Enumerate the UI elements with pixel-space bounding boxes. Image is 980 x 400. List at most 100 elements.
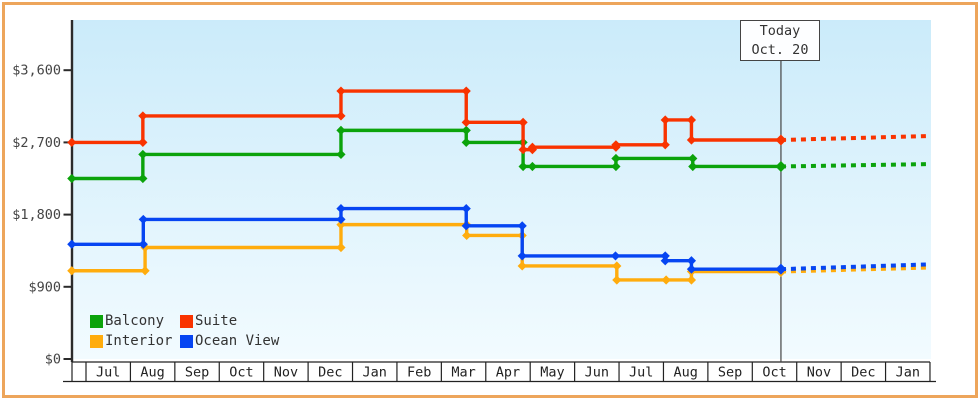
y-tick-label: $1,800: [12, 207, 61, 223]
month-label: May: [540, 365, 564, 381]
legend-item-interior: Interior: [90, 333, 180, 349]
data-point-suite: [611, 140, 621, 150]
interior-swatch-icon: [90, 334, 103, 348]
plot-background: [72, 20, 931, 359]
month-label: Jul: [629, 365, 653, 381]
today-point-balcony: [775, 160, 787, 172]
data-point-balcony: [527, 161, 538, 172]
data-point-suite: [527, 142, 538, 152]
legend-row: Interior Ocean View: [90, 331, 279, 351]
month-label: Aug: [673, 365, 697, 381]
data-point-suite: [336, 86, 346, 96]
month-label: Jul: [96, 365, 120, 381]
data-point-suite: [336, 111, 346, 121]
data-point-balcony: [67, 173, 77, 184]
today-point-ocean-view: [775, 263, 787, 275]
data-point-ocean-view: [517, 221, 527, 231]
month-label: Mar: [451, 365, 475, 381]
data-point-ocean-view: [660, 251, 670, 261]
data-point-suite: [67, 137, 77, 147]
month-label: Dec: [851, 365, 875, 381]
data-point-ocean-view: [610, 251, 621, 261]
data-point-suite: [660, 115, 670, 125]
data-point-interior: [612, 261, 622, 271]
data-point-ocean-view: [67, 239, 77, 249]
month-label: Jan: [896, 365, 920, 381]
data-point-interior: [140, 266, 150, 276]
data-point-balcony: [611, 153, 621, 164]
legend-label: Suite: [195, 313, 238, 329]
month-label: Sep: [718, 365, 742, 381]
today-date: Oct. 20: [751, 42, 809, 58]
month-label: Oct: [229, 365, 253, 381]
month-label: Feb: [407, 365, 431, 381]
data-point-balcony: [518, 161, 528, 172]
data-point-ocean-view: [660, 256, 670, 266]
legend-label: Balcony: [105, 313, 165, 329]
month-label: Dec: [318, 365, 342, 381]
series-projection-interior: [780, 265, 931, 274]
data-point-balcony: [336, 125, 346, 135]
data-point-interior: [336, 242, 346, 253]
y-tick-label: $3,600: [12, 63, 61, 79]
data-point-balcony: [461, 125, 471, 135]
y-tick-label: $900: [28, 279, 61, 295]
data-point-balcony: [138, 149, 148, 160]
data-point-ocean-view: [461, 221, 471, 231]
month-label: Oct: [762, 365, 786, 381]
data-point-ocean-view: [686, 264, 697, 274]
today-marker-box: Today Oct. 20: [740, 20, 820, 61]
legend: Balcony Suite Interior Ocean View: [90, 311, 279, 351]
legend-item-suite: Suite: [180, 313, 237, 329]
series-projection-suite: [780, 133, 931, 142]
data-point-suite: [138, 137, 148, 147]
data-point-ocean-view: [517, 251, 527, 261]
y-tick-label: $0: [45, 352, 61, 368]
data-point-interior: [462, 230, 472, 241]
suite-swatch-icon: [180, 314, 193, 328]
data-point-ocean-view: [138, 239, 148, 249]
data-point-interior: [67, 266, 77, 276]
data-point-interior: [517, 261, 527, 271]
legend-label: Interior: [105, 333, 173, 349]
ocean-view-swatch-icon: [180, 334, 193, 348]
data-point-suite: [138, 111, 148, 121]
data-point-suite: [686, 115, 697, 125]
legend-label: Ocean View: [195, 333, 280, 349]
data-point-balcony: [336, 149, 346, 160]
legend-item-ocean-view: Ocean View: [180, 333, 279, 349]
month-label: Apr: [496, 365, 520, 381]
month-label: Aug: [140, 365, 164, 381]
data-point-balcony: [611, 161, 621, 172]
month-label: Sep: [185, 365, 209, 381]
legend-item-balcony: Balcony: [90, 313, 180, 329]
legend-row: Balcony Suite: [90, 311, 279, 331]
series-projection-ocean-view: [780, 262, 931, 272]
today-point-suite: [775, 134, 787, 146]
data-point-interior: [336, 220, 346, 230]
today-label: Today: [759, 23, 801, 39]
month-label: Nov: [274, 365, 298, 381]
data-point-balcony: [688, 161, 698, 172]
balcony-swatch-icon: [90, 314, 103, 328]
data-point-suite: [518, 145, 528, 155]
month-label: Nov: [807, 365, 831, 381]
data-point-suite: [461, 117, 471, 127]
data-point-ocean-view: [138, 214, 148, 225]
data-point-balcony: [461, 137, 471, 147]
data-point-interior: [686, 275, 697, 285]
data-point-ocean-view: [336, 214, 346, 225]
month-label: Jan: [363, 365, 387, 381]
data-point-interior: [661, 275, 671, 285]
data-point-interior: [612, 275, 622, 285]
y-tick-label: $2,700: [12, 135, 61, 151]
data-point-ocean-view: [336, 203, 346, 214]
data-point-balcony: [138, 173, 148, 184]
data-point-suite: [518, 117, 528, 127]
data-point-suite: [660, 140, 670, 150]
series-projection-balcony: [780, 162, 931, 169]
data-point-suite: [686, 135, 697, 145]
data-point-suite: [461, 86, 471, 96]
